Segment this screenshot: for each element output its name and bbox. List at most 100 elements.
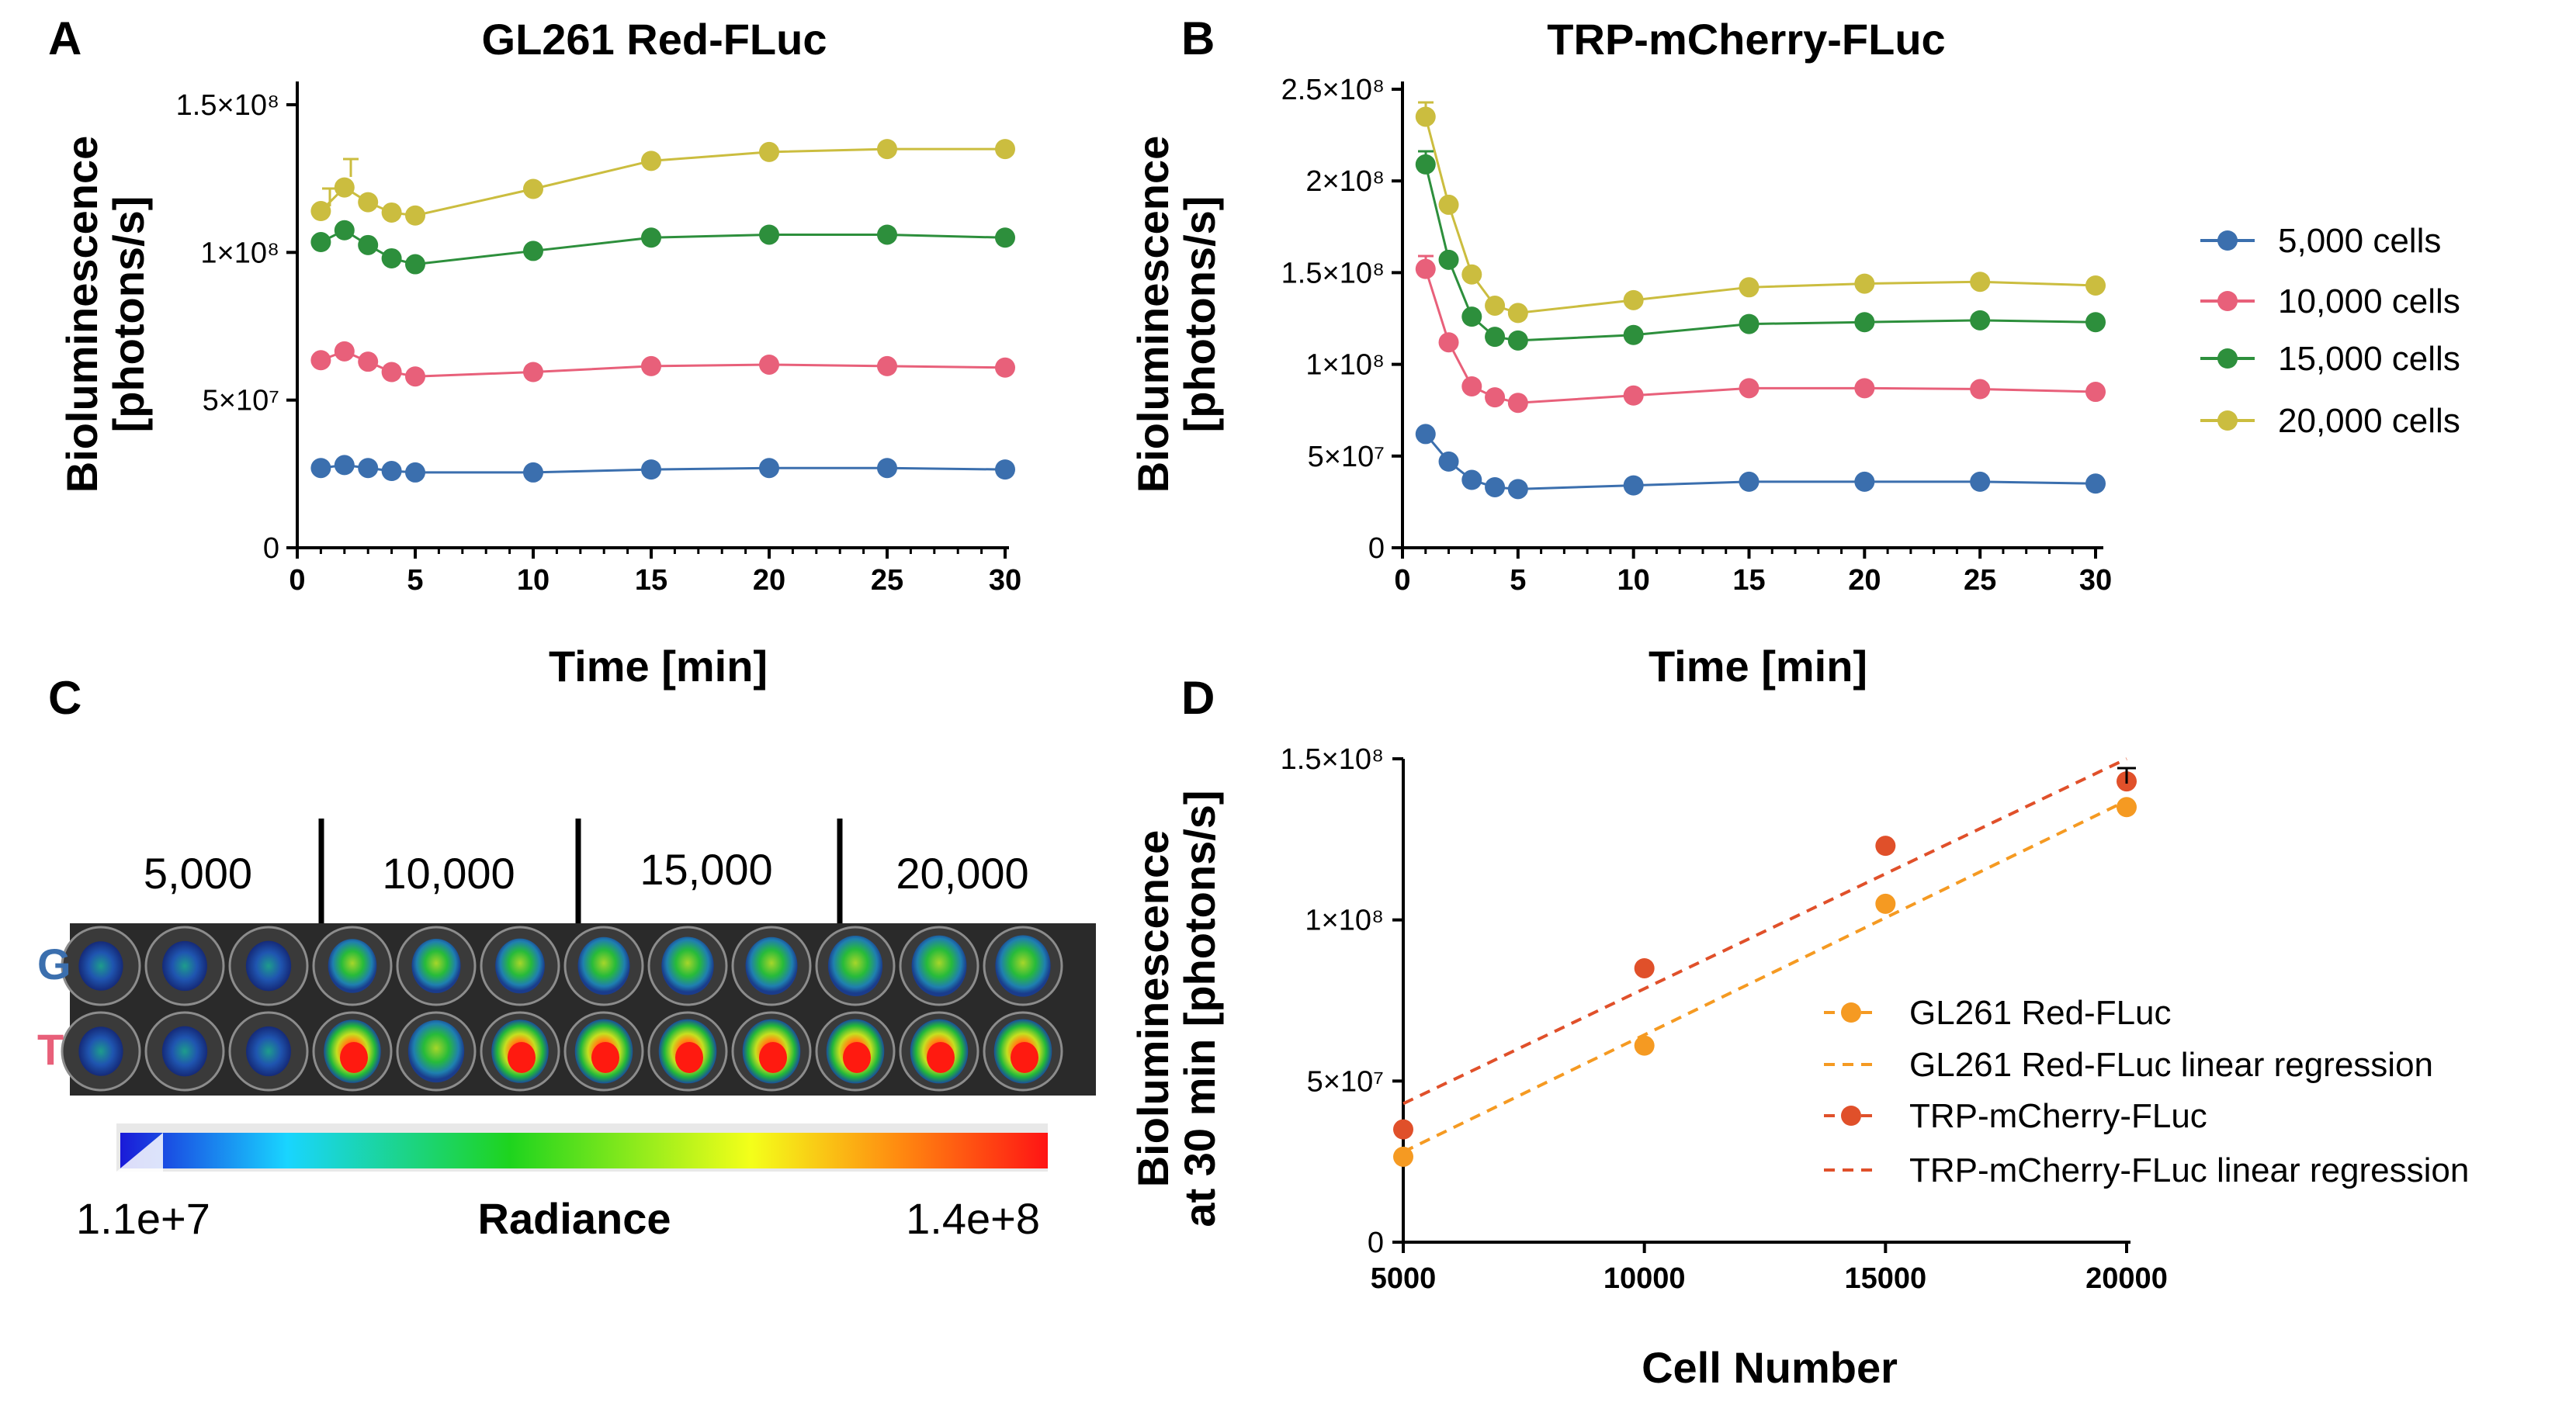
well-hotspot — [759, 1042, 787, 1073]
data-point — [1739, 277, 1760, 298]
data-point — [1854, 312, 1875, 333]
x-tick-label: 10 — [1617, 564, 1650, 597]
y-tick-label: 1.5×10⁸ — [1281, 257, 1385, 289]
x-tick-label: 10 — [517, 564, 550, 597]
data-point — [1854, 471, 1875, 492]
series-line — [320, 147, 1005, 217]
data-point — [1739, 471, 1760, 492]
legend-marker-5000 — [2217, 230, 2238, 251]
well-signal — [78, 1026, 123, 1076]
data-point — [2117, 797, 2137, 818]
data-point — [1415, 424, 1436, 445]
data-point — [877, 355, 897, 376]
data-point — [405, 462, 425, 483]
series-line — [1424, 164, 2096, 342]
data-point — [995, 459, 1015, 480]
panel-d-chart: Cell Number Bioluminescence at 30 min [p… — [1129, 743, 2469, 1392]
panel-d-y-title-line1: Bioluminescence — [1129, 830, 1177, 1188]
row-label-g: G — [37, 940, 71, 988]
data-point — [1438, 194, 1459, 215]
legend-marker-trp — [1841, 1106, 1861, 1126]
data-point — [1634, 957, 1655, 978]
data-point — [1507, 479, 1528, 500]
data-point — [877, 139, 897, 160]
y-tick-label: 0 — [1368, 532, 1385, 565]
x-tick-label: 25 — [1964, 564, 1996, 597]
well-signal — [328, 939, 377, 993]
panel-a-y-title-line2: [photons/s] — [104, 196, 153, 433]
data-point — [1507, 393, 1528, 414]
data-point — [1507, 330, 1528, 351]
legend-marker-10000 — [2217, 291, 2238, 311]
data-point — [381, 202, 402, 223]
data-point — [1461, 469, 1482, 490]
panel-b-y-title-line2: [photons/s] — [1175, 196, 1224, 433]
series-line — [320, 350, 1006, 378]
series-line — [1424, 116, 2096, 314]
data-point — [1485, 387, 1506, 408]
legend-marker-15000 — [2217, 348, 2238, 369]
x-tick-label: 25 — [871, 564, 903, 597]
data-point — [2085, 382, 2106, 403]
legend-label-gl261: GL261 Red-FLuc — [1909, 994, 2172, 1032]
data-point — [1623, 324, 1644, 345]
x-tick-label: 0 — [289, 564, 305, 597]
x-tick-label: 10000 — [1603, 1262, 1686, 1295]
well-signal — [661, 936, 714, 995]
well-signal — [162, 940, 207, 992]
legend-marker-gl261 — [1841, 1002, 1861, 1023]
well-signal — [495, 938, 545, 994]
well-hotspot — [843, 1042, 871, 1073]
data-point — [334, 341, 355, 362]
data-point — [1485, 295, 1506, 316]
data-point — [1875, 893, 1896, 914]
data-point — [405, 205, 425, 226]
regression-line — [1402, 799, 2127, 1154]
data-point — [759, 141, 779, 162]
data-point — [877, 224, 897, 245]
y-tick-label: 1×10⁸ — [1305, 905, 1384, 937]
data-point — [1623, 289, 1644, 310]
y-tick-label: 1×10⁸ — [1305, 349, 1385, 382]
panel-c-imaging: 5,000 10,000 15,000 20,000 G T 1.1e+7 Ra… — [37, 819, 1096, 1243]
x-tick-label: 20 — [753, 564, 785, 597]
y-tick-label: 2.5×10⁸ — [1281, 74, 1385, 106]
data-point — [334, 177, 355, 198]
panel-b-legend: 5,000 cells 10,000 cells 15,000 cells 20… — [2200, 222, 2460, 440]
legend-label-trp: TRP-mCherry-FLuc — [1909, 1097, 2207, 1135]
data-point — [358, 351, 379, 372]
y-tick-label: 5×10⁷ — [203, 385, 279, 417]
panel-d-y-title-line2: at 30 min [photons/s] — [1175, 790, 1224, 1227]
data-point — [1854, 273, 1875, 294]
data-point — [523, 241, 543, 261]
panel-letter-a: A — [48, 12, 81, 64]
y-tick-label: 2×10⁸ — [1305, 165, 1385, 198]
panel-d-legend: GL261 Red-FLuc GL261 Red-FLuc linear reg… — [1824, 994, 2469, 1189]
well-signal — [745, 936, 798, 995]
data-point — [1461, 376, 1482, 396]
data-point — [1438, 451, 1459, 472]
data-point — [1970, 379, 1991, 400]
data-point — [995, 227, 1015, 248]
data-point — [1739, 378, 1760, 399]
well-hotspot — [675, 1042, 703, 1073]
group-label-10000: 10,000 — [382, 849, 515, 898]
data-point — [523, 362, 543, 383]
well-hotspot — [591, 1042, 619, 1073]
panel-b-chart: TRP-mCherry-FLuc Time [min] Bioluminesce… — [1129, 15, 2460, 691]
data-point — [1875, 836, 1896, 857]
data-point — [877, 458, 897, 479]
data-point — [1461, 306, 1482, 327]
data-point — [1507, 303, 1528, 324]
data-point — [1415, 106, 1436, 127]
well-signal — [995, 935, 1051, 997]
group-label-15000: 15,000 — [640, 845, 772, 894]
y-tick-label: 0 — [1368, 1227, 1384, 1259]
data-point — [2085, 275, 2106, 296]
well-hotspot — [340, 1042, 368, 1073]
well-signal — [911, 935, 967, 997]
x-tick-label: 5000 — [1371, 1262, 1437, 1295]
colorbar-title: Radiance — [478, 1194, 671, 1243]
data-point — [358, 192, 379, 213]
data-point — [1438, 249, 1459, 270]
